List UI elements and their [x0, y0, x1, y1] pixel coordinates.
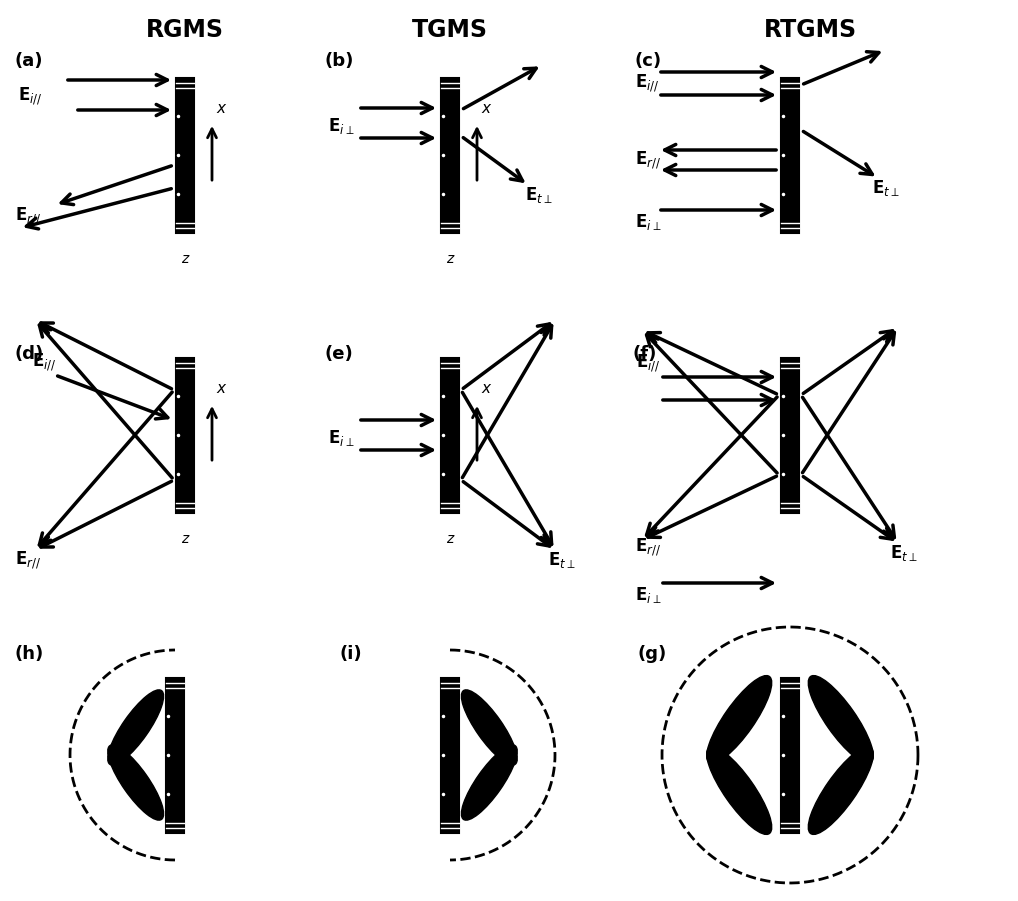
Text: RGMS: RGMS — [146, 18, 224, 42]
Bar — [176, 77, 194, 232]
Bar — [441, 678, 459, 833]
Text: x: x — [480, 101, 490, 116]
Ellipse shape — [461, 745, 517, 820]
Text: RTGMS: RTGMS — [764, 18, 856, 42]
Text: (e): (e) — [325, 345, 353, 363]
Text: $\mathbf{E}_{i\perp}$: $\mathbf{E}_{i\perp}$ — [635, 585, 662, 605]
Text: TGMS: TGMS — [412, 18, 488, 42]
Text: (i): (i) — [340, 645, 362, 663]
Text: z: z — [181, 532, 188, 546]
Text: $\mathbf{E}_{t\perp}$: $\mathbf{E}_{t\perp}$ — [872, 178, 900, 198]
Bar — [176, 358, 194, 513]
Ellipse shape — [808, 676, 873, 763]
Text: z: z — [446, 532, 454, 546]
Bar — [166, 678, 184, 833]
Text: $\mathbf{E}_{t\perp}$: $\mathbf{E}_{t\perp}$ — [548, 550, 576, 570]
Ellipse shape — [706, 747, 772, 834]
Text: $\mathbf{E}_{r//}$: $\mathbf{E}_{r//}$ — [15, 205, 41, 226]
Bar — [441, 358, 459, 513]
Text: $\mathbf{E}_{i//}$: $\mathbf{E}_{i//}$ — [32, 351, 57, 373]
Text: $\mathbf{E}_{i//}$: $\mathbf{E}_{i//}$ — [636, 352, 661, 374]
Text: (b): (b) — [325, 52, 354, 70]
Text: $\mathbf{E}_{r//}$: $\mathbf{E}_{r//}$ — [15, 550, 41, 571]
Text: $\mathbf{E}_{i//}$: $\mathbf{E}_{i//}$ — [635, 72, 660, 94]
Text: (a): (a) — [15, 52, 44, 70]
Text: $\mathbf{E}_{i\perp}$: $\mathbf{E}_{i\perp}$ — [328, 116, 354, 136]
Text: $\mathbf{E}_{r//}$: $\mathbf{E}_{r//}$ — [635, 150, 661, 171]
Text: (d): (d) — [15, 345, 44, 363]
Text: z: z — [446, 252, 454, 266]
Text: (g): (g) — [638, 645, 667, 663]
Text: $\mathbf{E}_{t\perp}$: $\mathbf{E}_{t\perp}$ — [525, 185, 553, 205]
Ellipse shape — [808, 747, 873, 834]
Text: (h): (h) — [15, 645, 44, 663]
Text: $\mathbf{E}_{i\perp}$: $\mathbf{E}_{i\perp}$ — [328, 428, 354, 448]
Ellipse shape — [706, 676, 772, 763]
Text: $\mathbf{E}_{i//}$: $\mathbf{E}_{i//}$ — [18, 86, 43, 107]
Text: x: x — [216, 101, 225, 116]
Ellipse shape — [108, 690, 164, 765]
Text: x: x — [216, 381, 225, 396]
Text: $\mathbf{E}_{t\perp}$: $\mathbf{E}_{t\perp}$ — [890, 543, 918, 563]
Ellipse shape — [108, 745, 164, 820]
Text: x: x — [480, 381, 490, 396]
Bar — [781, 678, 799, 833]
Text: $\mathbf{E}_{i\perp}$: $\mathbf{E}_{i\perp}$ — [635, 212, 662, 232]
Ellipse shape — [461, 690, 517, 765]
Bar — [781, 77, 799, 232]
Text: z: z — [181, 252, 188, 266]
Bar — [441, 77, 459, 232]
Text: (f): (f) — [633, 345, 658, 363]
Text: $\mathbf{E}_{r//}$: $\mathbf{E}_{r//}$ — [635, 536, 661, 558]
Bar — [781, 358, 799, 513]
Text: (c): (c) — [635, 52, 662, 70]
